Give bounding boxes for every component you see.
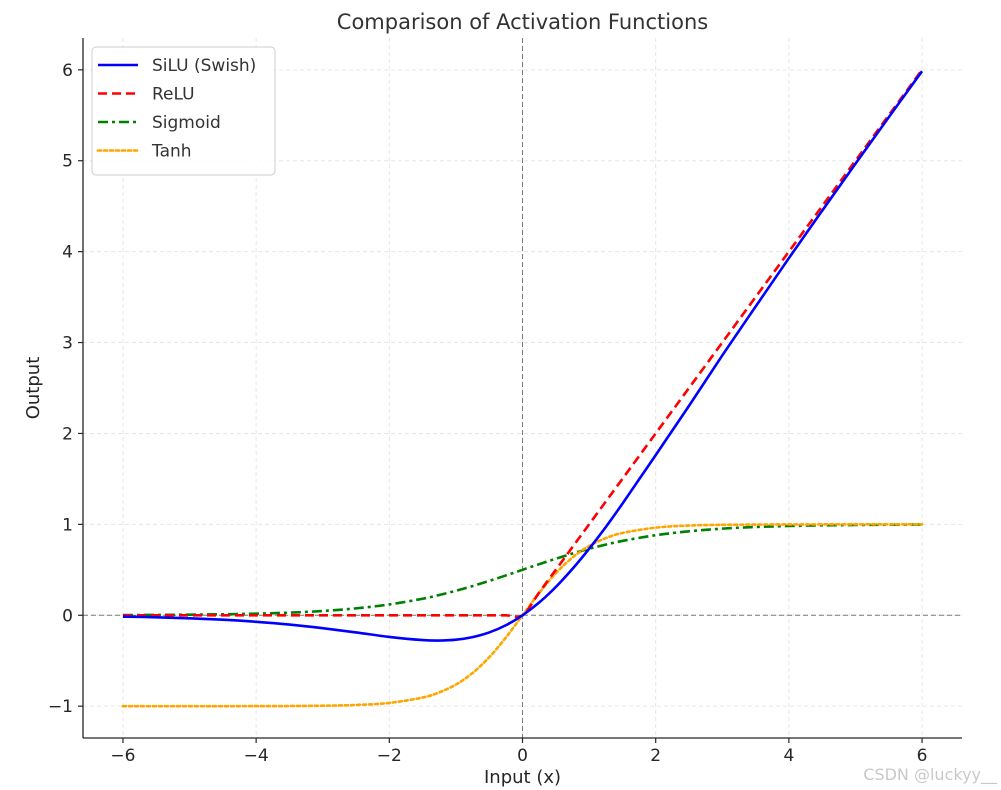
y-tick-label: 4 [62,243,73,263]
series-lines [121,69,924,708]
series-line-silu-swish [122,70,924,642]
y-tick-label: 1 [62,515,73,535]
series-line-sigmoid [122,523,923,617]
x-tick-label: 2 [650,746,661,766]
x-tick-label: −2 [377,746,402,766]
y-tick-label: −1 [48,697,73,717]
legend-label: SiLU (Swish) [152,56,256,76]
ticks: −6 −4 −2 0 2 4 6 −1 0 1 2 3 4 5 6 [48,61,928,766]
y-tick-label: 2 [62,424,73,444]
x-tick-label: −6 [110,746,135,766]
x-tick-label: 6 [917,746,928,766]
legend-box [91,46,276,176]
legend-label: Tanh [151,142,192,162]
chart-title: Comparison of Activation Functions [337,10,708,34]
y-tick-label: 3 [62,334,73,354]
y-axis-label: Output [23,357,44,420]
x-tick-label: 0 [517,746,528,766]
y-tick-label: 0 [62,606,73,626]
x-tick-label: 4 [783,746,794,766]
y-tick-label: 6 [62,61,73,81]
y-tick-label: 5 [62,152,73,172]
x-axis-label: Input (x) [484,767,561,788]
legend-label: ReLU [152,85,195,105]
legend: SiLU (Swish) ReLU Sigmoid Tanh [91,46,276,176]
legend-label: Sigmoid [152,113,221,133]
x-tick-label: −4 [244,746,269,766]
watermark: CSDN @luckyy__ [863,765,997,784]
